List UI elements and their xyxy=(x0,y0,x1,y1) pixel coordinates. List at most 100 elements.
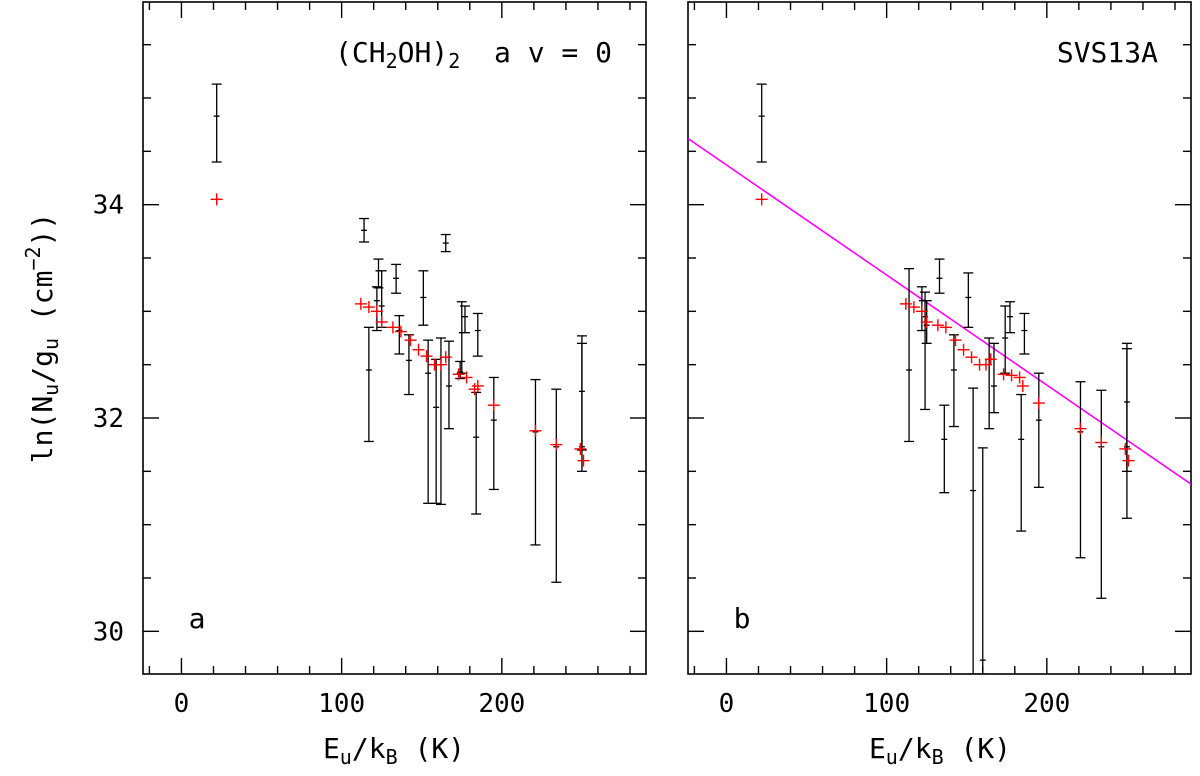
model-point xyxy=(1005,369,1018,382)
observed-point xyxy=(1121,348,1132,472)
model-point xyxy=(210,193,223,206)
x-axis-label-a: Eu/kB (K) xyxy=(323,732,465,769)
observed-point xyxy=(403,334,414,396)
observed-point xyxy=(443,340,454,430)
y-axis-label-sub-u1: u xyxy=(39,384,63,396)
panel-a-title: (CH2OH)2 a v = 0 xyxy=(335,36,612,73)
model-point xyxy=(354,297,367,310)
model-point xyxy=(1016,380,1029,392)
panel-b-data xyxy=(688,83,1191,674)
model-point xyxy=(471,380,484,392)
observed-point xyxy=(984,337,995,430)
model-point xyxy=(907,301,920,314)
observed-point xyxy=(455,360,466,380)
observed-point xyxy=(576,342,587,451)
observed-point xyxy=(1096,389,1107,599)
observed-point xyxy=(488,376,499,491)
observed-point xyxy=(359,217,370,243)
model-point xyxy=(452,368,465,381)
model-point xyxy=(979,358,992,371)
observed-point xyxy=(363,326,374,443)
model-point xyxy=(404,334,417,347)
panel-a-label: a xyxy=(189,602,206,635)
observed-point xyxy=(459,305,470,334)
model-point xyxy=(1074,422,1087,435)
panel-b-frame xyxy=(687,1,1192,675)
panel-b-title: SVS13A xyxy=(1057,36,1158,69)
x-tick-label: 100 xyxy=(863,689,910,719)
model-point xyxy=(915,305,928,318)
x-tick-label: 200 xyxy=(1023,689,1070,719)
x-tick-label: 0 xyxy=(719,689,735,719)
model-point xyxy=(574,442,587,455)
observed-point xyxy=(939,404,950,494)
observed-point xyxy=(418,270,429,326)
model-point xyxy=(1032,397,1045,410)
model-point xyxy=(460,371,473,384)
observed-point xyxy=(551,388,562,583)
observed-point xyxy=(394,314,405,355)
model-point xyxy=(1095,436,1108,449)
model-point xyxy=(931,319,944,332)
model-point xyxy=(487,399,500,412)
model-point xyxy=(550,438,563,451)
x-tick-label: 0 xyxy=(174,689,190,719)
observed-point xyxy=(1000,305,1011,374)
y-tick-label: 30 xyxy=(93,617,124,647)
model-point xyxy=(755,193,768,206)
y-axis-label-pre: ln(N xyxy=(26,396,59,463)
model-point xyxy=(997,368,1010,381)
y-tick-label: 32 xyxy=(93,404,124,434)
x-tick-label: 100 xyxy=(318,689,365,719)
observed-point xyxy=(968,387,979,674)
model-point xyxy=(370,305,383,318)
panel-b-plot-area: 0 100 200 xyxy=(688,2,1191,719)
y-axis-label: ln(Nu/gu (cm−2)) xyxy=(21,213,63,464)
panel-a-frame xyxy=(142,1,647,675)
observed-point xyxy=(472,312,483,357)
y-tick-label: 34 xyxy=(93,191,124,221)
observed-point xyxy=(948,334,959,428)
model-point xyxy=(412,343,425,356)
panel-b-label: b xyxy=(734,602,751,635)
y-axis-label-end: )) xyxy=(26,213,59,247)
model-point xyxy=(394,325,407,338)
model-point xyxy=(920,316,933,328)
model-point xyxy=(434,358,447,371)
observed-point xyxy=(1004,301,1015,334)
model-point xyxy=(468,383,481,396)
observed-point xyxy=(471,391,482,515)
y-axis-label-exp: −2 xyxy=(21,246,45,270)
observed-point xyxy=(440,233,451,253)
y-axis-label-sub-u2: u xyxy=(39,338,63,350)
y-axis-label-post: (cm xyxy=(26,271,59,338)
observed-point xyxy=(1075,381,1086,559)
observed-point xyxy=(963,272,974,328)
model-point xyxy=(1119,442,1132,455)
observed-point xyxy=(431,358,442,504)
model-point xyxy=(577,454,590,467)
observed-point xyxy=(756,83,767,163)
model-point xyxy=(984,353,997,366)
x-tick-label: 200 xyxy=(478,689,525,719)
model-point xyxy=(1013,371,1026,384)
fit-line xyxy=(688,137,1191,485)
observed-point xyxy=(1016,393,1027,532)
observed-point xyxy=(1033,372,1044,488)
model-point xyxy=(949,334,962,347)
model-point xyxy=(899,297,912,310)
model-point xyxy=(529,424,542,437)
model-point xyxy=(1122,454,1135,467)
observed-point xyxy=(977,447,988,674)
model-point xyxy=(957,343,970,356)
model-point xyxy=(362,301,375,314)
model-point xyxy=(965,351,978,364)
model-point xyxy=(439,351,452,364)
y-axis-label-mid: /g xyxy=(26,350,59,384)
observed-point xyxy=(211,83,222,163)
x-axis-label-b: Eu/kB (K) xyxy=(869,732,1011,769)
panel-a-data xyxy=(210,83,590,583)
observed-point xyxy=(530,378,541,546)
model-point xyxy=(939,321,952,334)
